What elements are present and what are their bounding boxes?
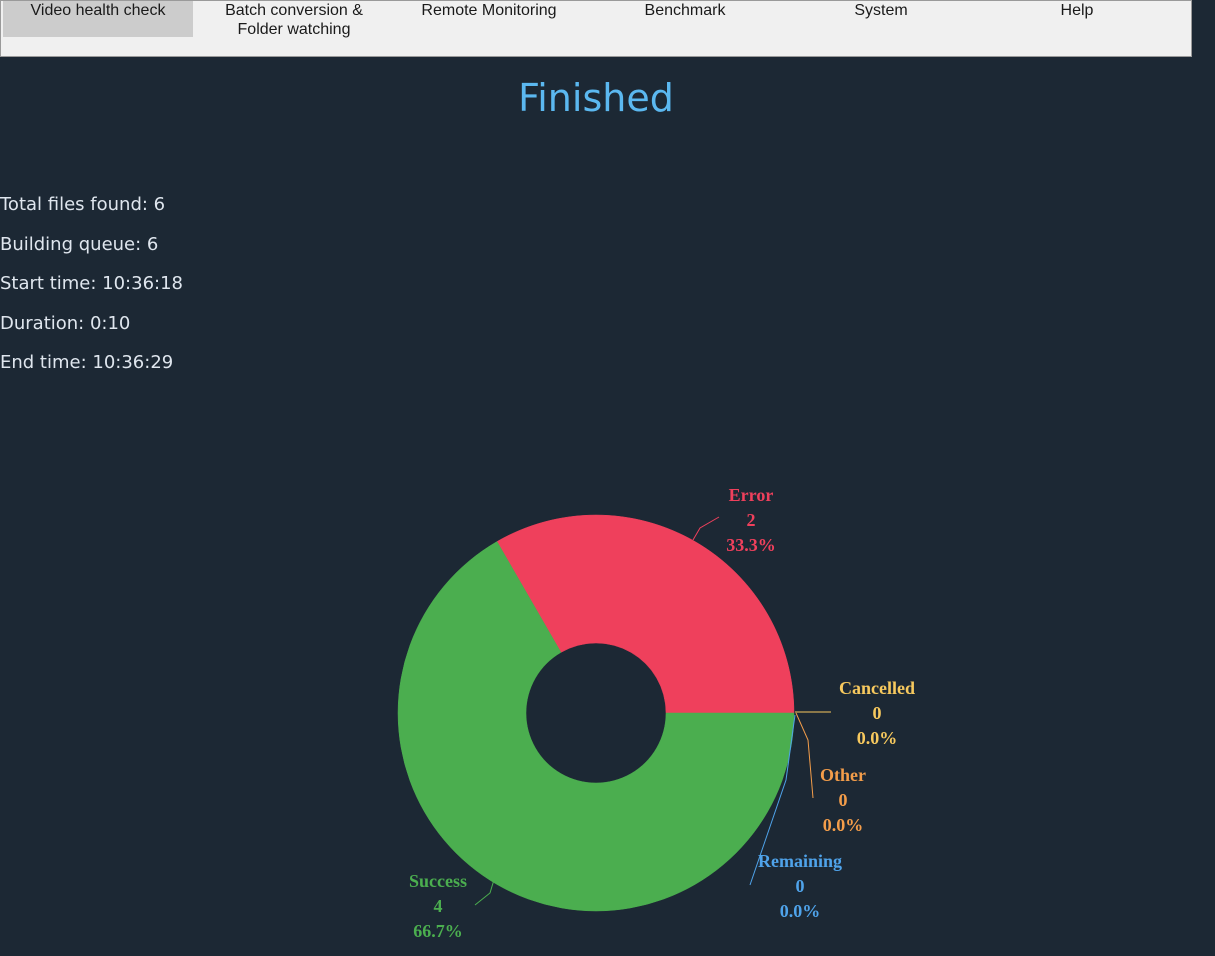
tab-help[interactable]: Help xyxy=(981,1,1173,39)
leader-line-success xyxy=(474,872,497,906)
slice-label-name-success: Success xyxy=(409,871,467,891)
tab-video-health-check[interactable]: Video health check xyxy=(3,1,193,37)
tab-system[interactable]: System xyxy=(785,1,977,39)
pie-slice-success[interactable] xyxy=(397,541,795,912)
top-nav-bar: Video health check Batch conversion & Fo… xyxy=(0,0,1192,57)
slice-label-value-success: 4 xyxy=(434,896,443,916)
slice-label-value-other: 0 xyxy=(839,790,848,810)
tab-batch-conversion[interactable]: Batch conversion & Folder watching xyxy=(198,1,390,39)
start-time: Start time: 10:36:18 xyxy=(0,273,183,295)
tab-label: Help xyxy=(1060,2,1094,19)
slice-label-percent-error: 33.3% xyxy=(726,535,776,555)
tab-label: Remote Monitoring xyxy=(421,2,557,19)
building-queue: Building queue: 6 xyxy=(0,233,159,255)
tab-label: Benchmark xyxy=(644,2,726,19)
pie-slice-error[interactable] xyxy=(496,514,795,714)
tab-label-line2: Folder watching xyxy=(237,21,351,38)
tab-label: System xyxy=(854,2,908,19)
slice-label-percent-other: 0.0% xyxy=(823,815,864,835)
slice-label-value-remaining: 0 xyxy=(796,876,805,896)
end-time: End time: 10:36:29 xyxy=(0,352,174,374)
slice-label-percent-success: 66.7% xyxy=(413,921,463,941)
leader-line-error xyxy=(692,516,720,541)
leader-line-remaining xyxy=(749,714,796,886)
slice-label-value-error: 2 xyxy=(747,510,756,530)
tab-label: Video health check xyxy=(30,2,166,19)
status-title: Finished xyxy=(518,76,674,120)
leader-line-other xyxy=(795,712,814,799)
tab-label-line1: Batch conversion & xyxy=(225,2,363,19)
slice-label-percent-remaining: 0.0% xyxy=(780,901,821,921)
slice-label-name-remaining: Remaining xyxy=(758,851,842,871)
slice-label-percent-cancelled: 0.0% xyxy=(857,728,898,748)
tab-benchmark[interactable]: Benchmark xyxy=(589,1,781,39)
total-files-found: Total files found: 6 xyxy=(0,194,166,215)
slice-label-name-error: Error xyxy=(729,485,774,505)
slice-label-value-cancelled: 0 xyxy=(873,703,882,723)
duration: Duration: 0:10 xyxy=(0,312,131,334)
tab-remote-monitoring[interactable]: Remote Monitoring xyxy=(393,1,585,39)
slice-label-name-other: Other xyxy=(820,765,866,785)
slice-label-name-cancelled: Cancelled xyxy=(839,678,915,698)
stats-panel: Total files found: 6 Building queue: 6 S… xyxy=(0,192,183,390)
